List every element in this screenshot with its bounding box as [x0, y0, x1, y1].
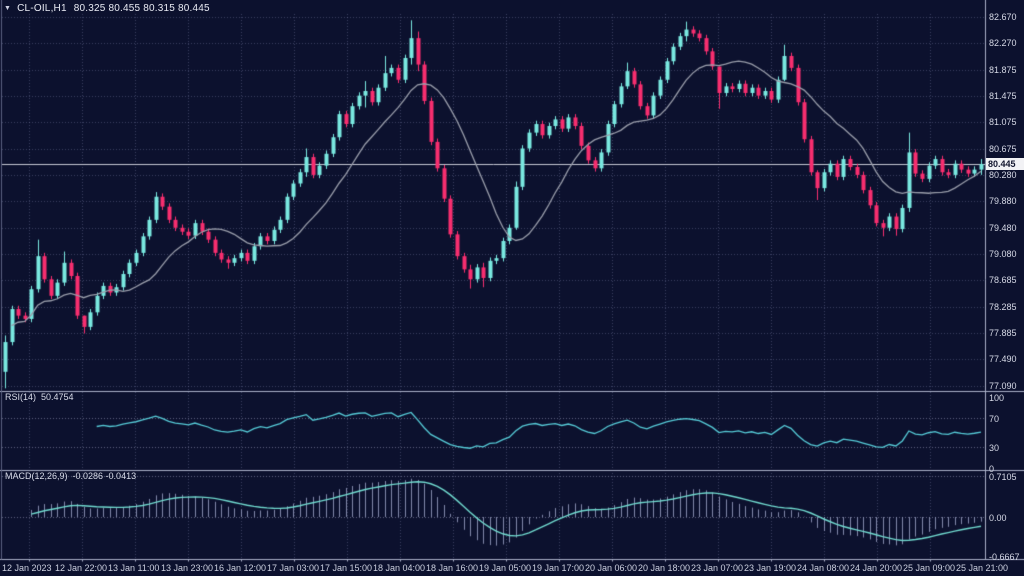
- price-axis-label: 79.080: [989, 249, 1017, 260]
- price-axis-label: 80.280: [989, 169, 1017, 180]
- time-axis-label: 23 Jan 07:00: [691, 563, 744, 573]
- time-axis-label: 23 Jan 19:00: [744, 563, 797, 573]
- price-axis-label: 78.285: [989, 301, 1017, 312]
- time-axis-label: 18 Jan 16:00: [426, 563, 479, 573]
- time-axis-label: 19 Jan 17:00: [532, 563, 585, 573]
- macd-value: -0.0286 -0.0413: [72, 471, 137, 481]
- price-axis-label: 82.670: [989, 12, 1017, 22]
- price-axis-label: 81.875: [989, 64, 1017, 75]
- chart-title-bar: ▼ CL-OIL,H1 80.325 80.455 80.315 80.445: [4, 3, 210, 14]
- time-axis-label: 25 Jan 21:00: [956, 563, 1009, 573]
- price-axis-label: 77.090: [989, 380, 1017, 391]
- time-axis-label: 17 Jan 15:00: [320, 563, 373, 573]
- time-axis-label: 25 Jan 09:00: [903, 563, 956, 573]
- price-axis-label: 77.885: [989, 328, 1017, 339]
- time-axis-label: 12 Jan 22:00: [55, 563, 108, 573]
- price-axis-label: 82.270: [989, 38, 1017, 49]
- price-axis-label: 77.490: [989, 354, 1017, 365]
- time-axis-label: 12 Jan 2023: [2, 563, 52, 573]
- rsi-axis-label: 100: [989, 393, 1005, 403]
- price-axis-label: 80.675: [989, 143, 1017, 154]
- rsi-axis-label: 30: [989, 442, 1000, 453]
- time-axis-label: 13 Jan 11:00: [108, 563, 160, 573]
- time-axis-label: 24 Jan 08:00: [797, 563, 850, 573]
- macd-axis-label: -0.6667: [989, 551, 1020, 562]
- time-axis-label: 20 Jan 18:00: [638, 563, 691, 573]
- price-axis-label: 81.475: [989, 90, 1017, 101]
- price-axis-label: 78.685: [989, 275, 1017, 286]
- time-axis-label: 17 Jan 03:00: [267, 563, 320, 573]
- time-axis-label: 16 Jan 12:00: [214, 563, 267, 573]
- rsi-axis-label: 0: [989, 464, 995, 474]
- time-axis-label: 24 Jan 20:00: [850, 563, 903, 573]
- price-axis-label: 81.075: [989, 117, 1017, 128]
- time-axis-label: 13 Jan 23:00: [161, 563, 214, 573]
- rsi-value: 50.4754: [41, 392, 74, 402]
- time-axis-label: 20 Jan 06:00: [585, 563, 638, 573]
- rsi-name: RSI(14): [5, 392, 37, 402]
- current-price-badge: 80.445: [986, 158, 1024, 170]
- rsi-indicator-label: RSI(14) 50.4754: [5, 392, 74, 402]
- ohlc-quote: 80.325 80.455 80.315 80.445: [73, 3, 210, 14]
- macd-indicator-label: MACD(12,26,9) -0.0286 -0.0413: [5, 471, 136, 481]
- rsi-axis-label: 70: [989, 414, 1000, 425]
- price-axis-label: 79.480: [989, 222, 1017, 233]
- symbol-dropdown-icon[interactable]: ▼: [4, 5, 12, 12]
- price-axis[interactable]: 82.670 82.270 81.875 81.475 81.075 80.675 80.2…: [986, 0, 1024, 562]
- macd-axis-label: 0.7105: [989, 471, 1017, 482]
- time-axis-label: 19 Jan 05:00: [479, 563, 532, 573]
- price-axis-label: 79.880: [989, 196, 1017, 207]
- time-axis[interactable]: 12 Jan 2023 12 Jan 22:00 13 Jan 11:00 13 Ja…: [0, 560, 1024, 576]
- macd-axis-label: 0.00: [989, 513, 1007, 523]
- time-axis-label: 18 Jan 04:00: [373, 563, 426, 573]
- macd-name: MACD(12,26,9): [5, 471, 68, 481]
- symbol-timeframe-label: CL-OIL,H1: [17, 3, 67, 14]
